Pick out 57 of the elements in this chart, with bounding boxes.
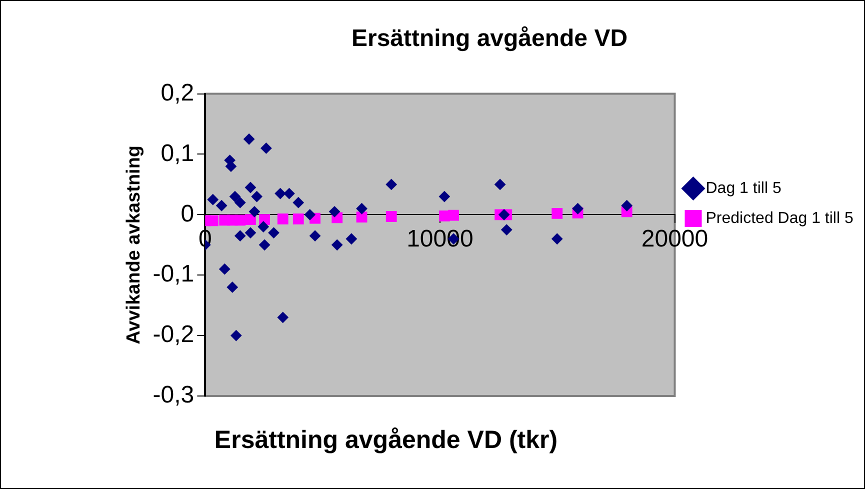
point (332, 239, 343, 250)
point (284, 188, 295, 200)
point (226, 282, 238, 293)
point (244, 182, 256, 193)
point (259, 239, 270, 250)
point (552, 233, 563, 244)
point (494, 178, 506, 190)
point (346, 233, 357, 244)
point (498, 209, 510, 220)
point (356, 212, 368, 223)
y-axis-title: Avvikande avkastning (124, 145, 145, 344)
point (234, 230, 246, 242)
point (448, 210, 460, 221)
point (248, 206, 260, 218)
point (274, 188, 286, 200)
x-tick-label: 20000 (641, 226, 708, 253)
point (356, 203, 368, 214)
point (258, 221, 269, 232)
point (386, 178, 397, 190)
point (245, 214, 256, 225)
y-tick-label: 0,1 (160, 140, 194, 167)
point (621, 200, 632, 212)
point (230, 330, 242, 342)
point (234, 214, 246, 226)
point (329, 206, 340, 218)
point (251, 191, 262, 202)
point (219, 264, 230, 275)
point (310, 230, 321, 242)
point (244, 227, 256, 238)
point (234, 197, 246, 208)
x-axis-title: Ersättning avgående VD (tkr) (213, 426, 559, 455)
legend-label: Dag 1 till 5 (706, 180, 782, 197)
point (260, 142, 272, 154)
y-tick-label: -0,3 (152, 382, 194, 409)
point (552, 208, 563, 219)
point (277, 312, 288, 323)
y-tick-label: -0,1 (152, 260, 194, 288)
legend-label: Predicted Dag 1 till 5 (706, 210, 854, 227)
point (501, 224, 512, 236)
point (229, 191, 240, 202)
y-tick-label: -0,2 (152, 321, 194, 348)
y-tick-label: 0,2 (160, 79, 194, 106)
point (244, 134, 255, 145)
x-tick-label: 10000 (406, 226, 474, 253)
point (386, 211, 397, 222)
point (304, 209, 316, 220)
y-tick-label: 0 (180, 200, 194, 228)
point (216, 200, 228, 212)
point (292, 197, 304, 208)
point (292, 213, 304, 224)
point (207, 194, 218, 206)
point (277, 213, 288, 224)
point (438, 191, 450, 202)
point (572, 203, 584, 214)
point (207, 215, 218, 226)
point (268, 227, 280, 238)
chart-title: Ersättning avgående VD (351, 25, 628, 52)
